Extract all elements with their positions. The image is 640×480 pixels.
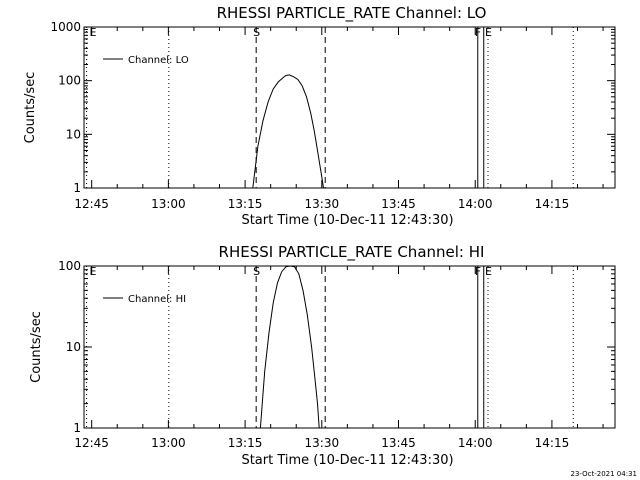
y-tick-label: 100 — [58, 259, 81, 273]
y-axis-label: Counts/sec — [23, 72, 38, 144]
y-tick-label: 100 — [58, 74, 81, 88]
event-marker-label: S — [253, 265, 260, 278]
x-tick-label: 13:45 — [381, 197, 416, 211]
legend-label: Channel: HI — [128, 294, 186, 305]
x-tick-label: 14:00 — [458, 436, 493, 450]
chart-title: RHESSI PARTICLE_RATE Channel: HI — [219, 243, 485, 262]
event-marker-label: E — [90, 265, 97, 278]
plot-frame — [83, 265, 616, 429]
x-tick-label: 12:45 — [74, 197, 109, 211]
event-marker-label: E — [485, 265, 492, 278]
legend-label: Channel: LO — [128, 55, 189, 66]
series-line — [252, 74, 324, 189]
y-tick-label: 10 — [66, 127, 81, 141]
x-axis-label: Start Time (10-Dec-11 12:43:30) — [241, 453, 453, 468]
event-marker-label: S — [253, 26, 260, 39]
x-tick-label: 14:15 — [535, 197, 570, 211]
x-tick-label: 13:00 — [151, 436, 186, 450]
y-tick-label: 1 — [73, 181, 81, 195]
x-tick-label: 13:15 — [228, 436, 263, 450]
plot-frame — [83, 26, 616, 189]
x-tick-label: 14:00 — [458, 197, 493, 211]
footer-timestamp: 23-Oct-2021 04:31 — [571, 470, 637, 478]
event-marker-label: F — [475, 265, 481, 278]
series-line — [259, 265, 320, 429]
x-tick-label: 13:00 — [151, 197, 186, 211]
y-tick-label: 10 — [66, 340, 81, 354]
x-tick-label: 13:30 — [305, 197, 340, 211]
event-marker-label: F — [475, 26, 481, 39]
x-tick-label: 13:30 — [305, 436, 340, 450]
y-tick-label: 1000 — [50, 20, 81, 34]
y-tick-label: 1 — [73, 421, 81, 435]
x-axis-label: Start Time (10-Dec-11 12:43:30) — [241, 213, 453, 228]
x-tick-label: 13:15 — [228, 197, 263, 211]
x-tick-label: 13:45 — [381, 436, 416, 450]
event-marker-label: E — [90, 26, 97, 39]
x-tick-label: 14:15 — [535, 436, 570, 450]
event-marker-label: E — [485, 26, 492, 39]
chart-title: RHESSI PARTICLE_RATE Channel: LO — [217, 4, 487, 23]
x-tick-label: 12:45 — [74, 436, 109, 450]
y-axis-label: Counts/sec — [29, 311, 44, 383]
